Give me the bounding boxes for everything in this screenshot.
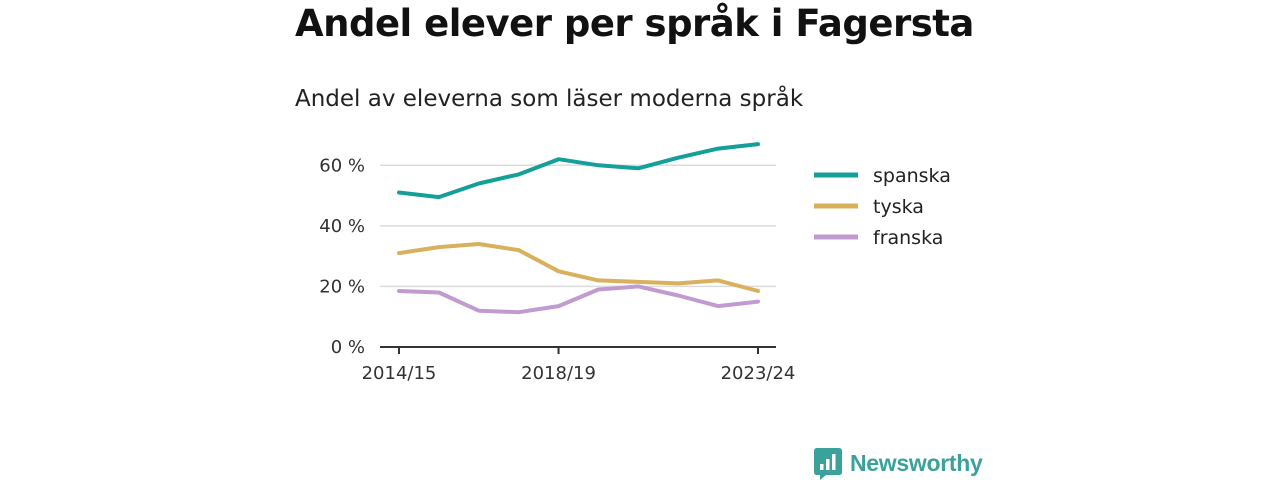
brand-name: Newsworthy xyxy=(850,449,983,476)
x-axis: 2014/15 2018/19 2023/24 xyxy=(362,346,796,384)
y-tick-label: 0 % xyxy=(331,337,365,358)
gridlines xyxy=(380,164,776,288)
legend: spanska tyska franska xyxy=(814,165,951,249)
chart-subtitle: Andel av eleverna som läser moderna språ… xyxy=(295,86,804,112)
x-tick-label: 2018/19 xyxy=(521,363,596,384)
y-tick-label: 20 % xyxy=(319,276,365,297)
series-line-spanska xyxy=(397,142,760,200)
x-tick-label: 2014/15 xyxy=(362,363,437,384)
y-tick-label: 60 % xyxy=(319,155,365,176)
chart-title: Andel elever per språk i Fagersta xyxy=(295,2,974,45)
series-line-franska xyxy=(397,284,760,315)
x-tick-label: 2023/24 xyxy=(721,363,796,384)
newsworthy-logo-icon xyxy=(814,448,842,480)
legend-label-franska: franska xyxy=(873,227,943,249)
series-line-tyska xyxy=(397,242,760,293)
legend-label-spanska: spanska xyxy=(873,165,951,187)
y-tick-label: 40 % xyxy=(319,216,365,237)
legend-label-tyska: tyska xyxy=(873,196,924,218)
brand-logo: Newsworthy xyxy=(814,446,983,480)
line-chart: 0 % 20 % 40 % 60 % 2014/15 2018/19 2023/24 sp… xyxy=(319,142,951,384)
y-axis-ticks: 0 % 20 % 40 % 60 % xyxy=(319,155,365,358)
series-lines xyxy=(397,142,760,315)
